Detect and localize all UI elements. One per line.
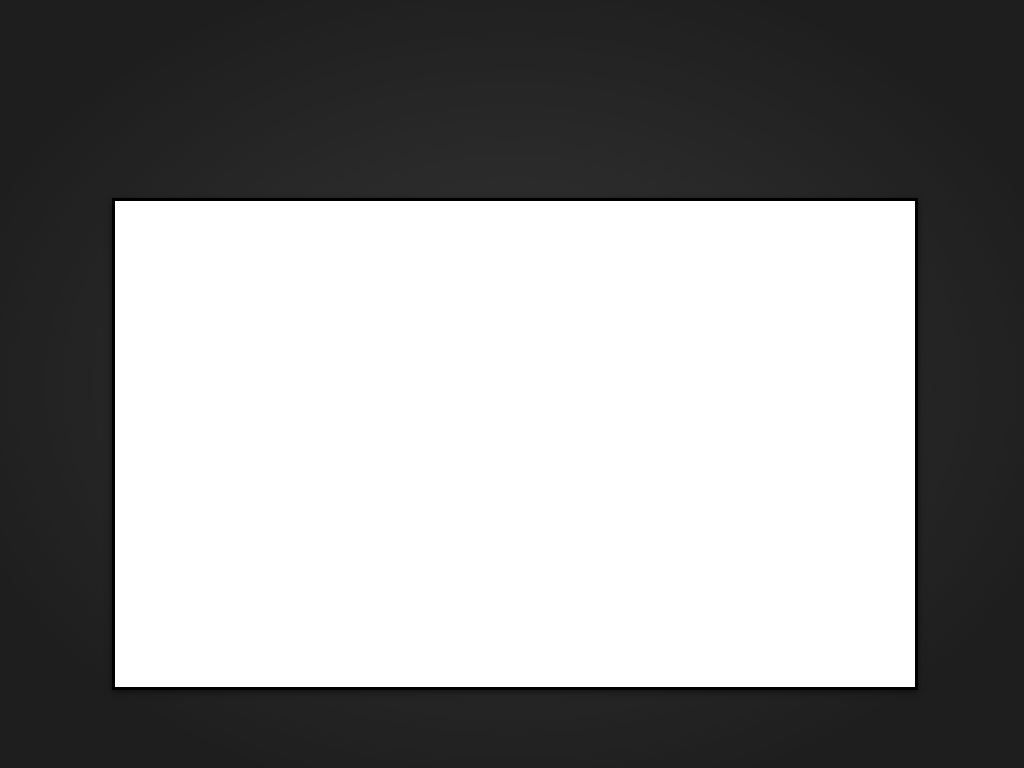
pie-svg — [115, 201, 915, 687]
pie-chart — [115, 201, 915, 687]
slide — [0, 0, 1024, 768]
chart-frame — [112, 198, 918, 690]
